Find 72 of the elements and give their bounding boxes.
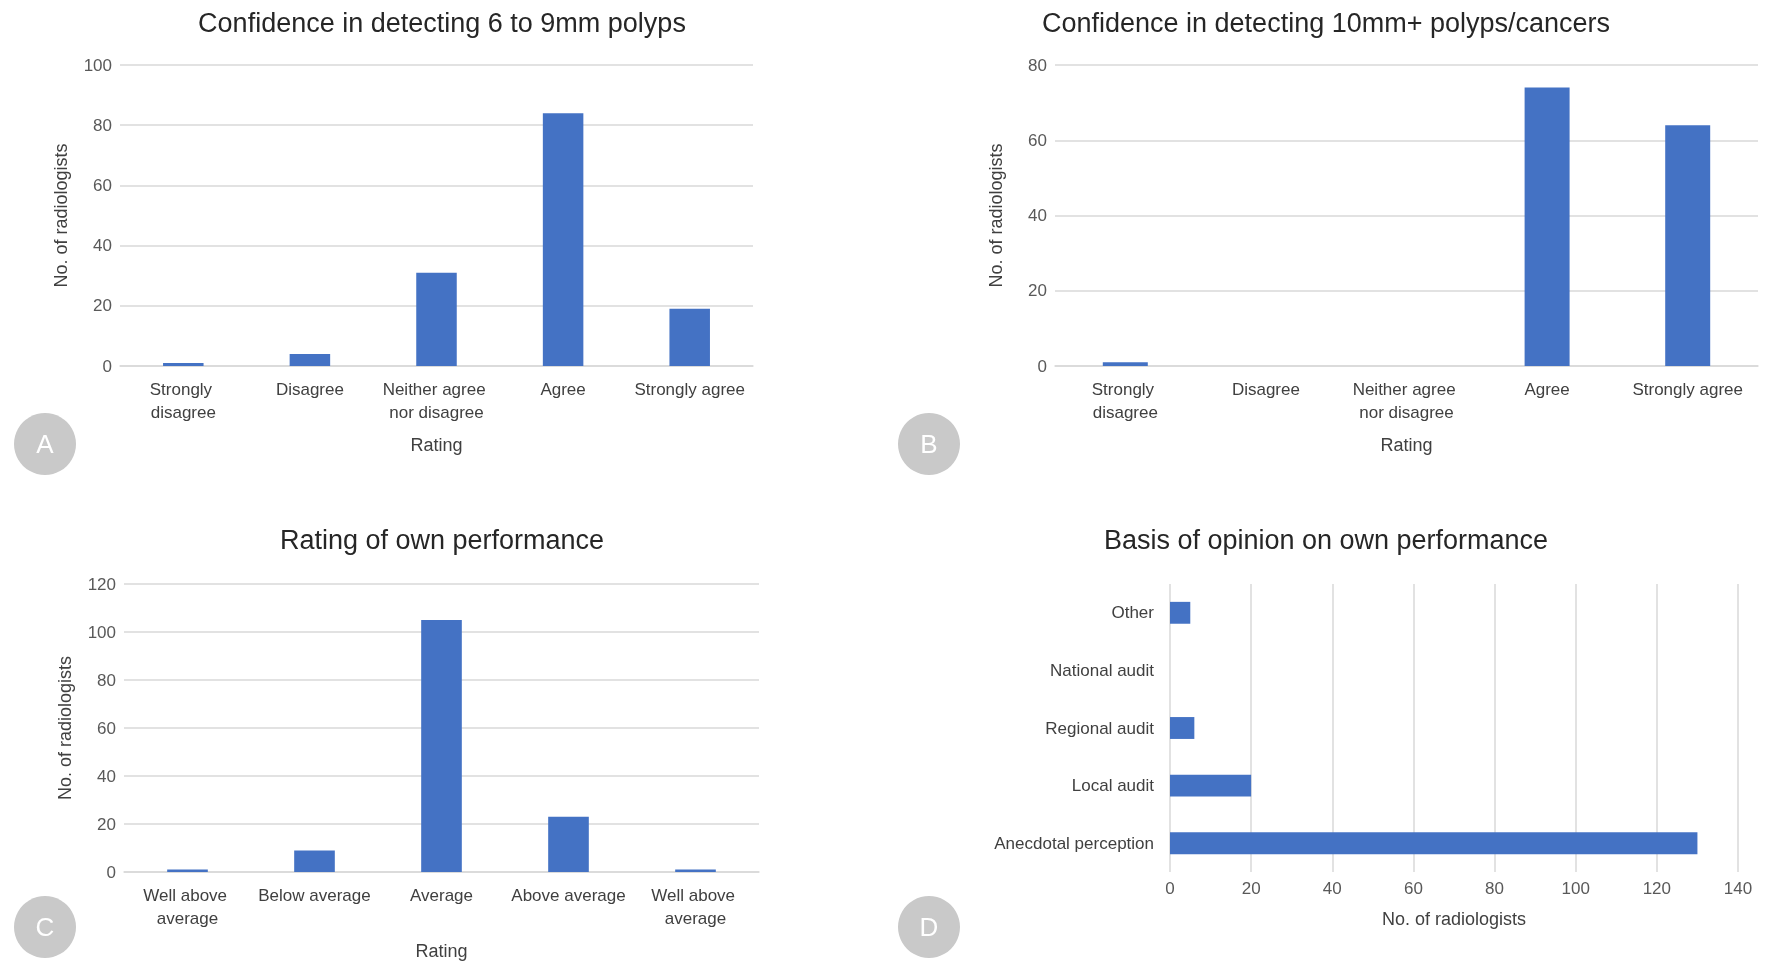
x-tick-label: Below average <box>258 886 371 905</box>
x-tick-label: 40 <box>1322 879 1342 898</box>
x-axis-title: Rating <box>410 435 463 455</box>
y-tick-label: 100 <box>83 55 112 75</box>
x-tick-label: 20 <box>1241 879 1261 898</box>
x-tick-label: Well above average <box>143 886 232 928</box>
x-tick-label: Strongly disagree <box>1091 380 1159 422</box>
chart-title: Rating of own performance <box>279 524 605 555</box>
y-tick-label: Anecdotal perception <box>994 833 1154 853</box>
y-tick-label: 20 <box>97 814 116 834</box>
bar <box>421 620 462 872</box>
bar <box>1170 832 1698 855</box>
x-tick-label: 120 <box>1642 879 1672 898</box>
bar <box>416 272 457 366</box>
y-tick-label: 120 <box>87 574 116 594</box>
y-tick-label: 20 <box>93 296 112 316</box>
y-tick-label: 0 <box>106 862 116 882</box>
bar <box>1170 601 1191 624</box>
bar <box>1524 87 1570 366</box>
y-tick-label: 40 <box>1028 206 1047 225</box>
bar <box>542 113 584 366</box>
chart-title: Confidence in detecting 10mm+ polyps/cancers <box>1041 7 1611 38</box>
y-tick-label: 100 <box>87 622 116 642</box>
x-tick-label: Strongly agree <box>1632 380 1743 399</box>
y-tick-label: Regional audit <box>1045 718 1155 738</box>
x-axis-title: Rating <box>1380 435 1433 455</box>
y-tick-label: 40 <box>93 236 112 256</box>
y-tick-label: 60 <box>97 718 116 738</box>
bar <box>1102 362 1148 366</box>
y-axis-title: No. of radiologists <box>51 143 71 288</box>
bar <box>294 850 335 872</box>
y-tick-label: Other <box>1111 603 1155 623</box>
bar <box>1665 125 1711 366</box>
x-tick-label: Neither agree nor disagree <box>382 380 491 422</box>
bar <box>548 816 589 872</box>
x-axis-title: Rating <box>415 941 468 961</box>
y-tick-label: National audit <box>1050 660 1155 680</box>
x-tick-label: Strongly disagree <box>149 380 217 422</box>
chart-title: Confidence in detecting 6 to 9mm polyps <box>198 7 686 38</box>
y-tick-label: 0 <box>1037 356 1047 376</box>
x-tick-label: Disagree <box>1231 380 1300 399</box>
bar <box>1170 717 1195 739</box>
y-tick-label: 60 <box>1028 130 1047 150</box>
y-tick-label: 0 <box>102 356 112 376</box>
bar <box>163 362 204 366</box>
bar <box>669 308 710 366</box>
x-tick-label: Above average <box>511 886 626 905</box>
chart-title: Basis of opinion on own performance <box>1103 524 1549 555</box>
y-axis-title: No. of radiologists <box>986 143 1006 288</box>
x-axis-title: No. of radiologists <box>1381 909 1527 929</box>
x-tick-label: Well above average <box>651 886 740 928</box>
x-tick-label: Agree <box>1524 380 1570 399</box>
y-tick-label: 80 <box>97 670 116 690</box>
x-tick-label: Neither agree nor disagree <box>1352 380 1461 422</box>
x-tick-label: 80 <box>1485 879 1505 898</box>
y-tick-label: Local audit <box>1071 776 1155 796</box>
x-tick-label: 140 <box>1723 879 1753 898</box>
y-axis-title: No. of radiologists <box>55 655 75 801</box>
bar <box>289 353 331 366</box>
bar <box>1170 774 1252 797</box>
x-tick-label: 0 <box>1165 879 1175 898</box>
x-tick-label: Disagree <box>275 380 344 399</box>
x-tick-label: Average <box>409 886 474 905</box>
x-tick-label: 100 <box>1561 879 1590 898</box>
y-tick-label: 60 <box>93 175 112 195</box>
x-tick-label: 60 <box>1403 879 1423 898</box>
x-tick-label: Strongly agree <box>634 380 745 399</box>
y-tick-label: 40 <box>97 766 116 786</box>
y-tick-label: 80 <box>93 115 112 135</box>
y-tick-label: 20 <box>1028 281 1047 301</box>
y-tick-label: 80 <box>1028 55 1047 75</box>
x-tick-label: Agree <box>540 380 586 399</box>
